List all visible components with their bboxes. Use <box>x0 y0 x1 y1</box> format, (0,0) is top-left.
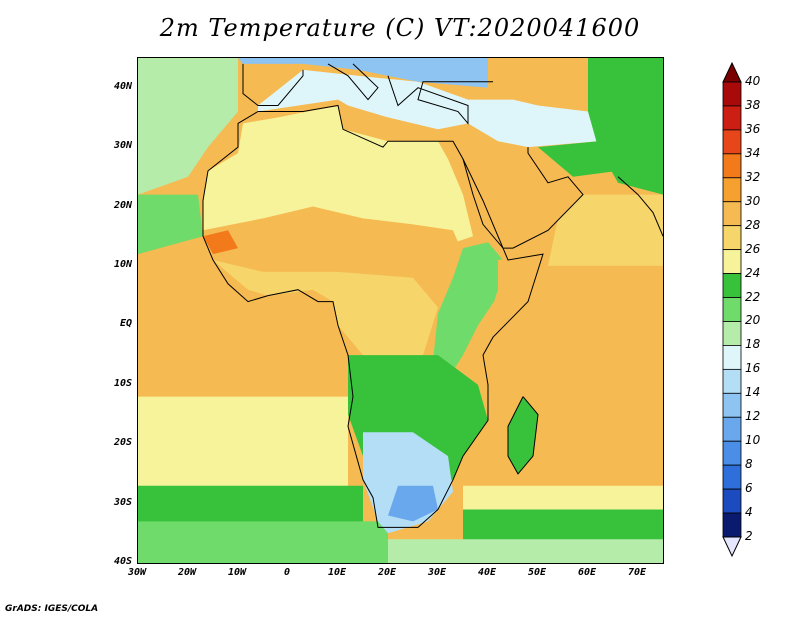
region-south-atlantic-cool3 <box>138 521 388 563</box>
lon-tick-label: 30W <box>127 567 147 578</box>
colorbar-level-label: 4 <box>745 505 753 520</box>
lat-tick-label: 20S <box>113 437 132 449</box>
region-north-atlantic-cool <box>138 58 238 195</box>
colorbar-box <box>722 512 742 538</box>
colorbar-level-label: 2 <box>745 529 753 543</box>
lon-tick-label: 10W <box>227 567 247 578</box>
colorbar-box <box>722 177 742 203</box>
colorbar-level-label: 34 <box>745 145 761 160</box>
lat-tick-label: 10S <box>113 377 132 389</box>
region-west-africa-coast <box>213 260 438 356</box>
chart-title: 2m Temperature (C) VT:2020041600 <box>159 14 641 42</box>
lon-tick-label: 0 <box>283 567 291 578</box>
colorbar-box <box>722 153 742 179</box>
lat-tick-label: EQ <box>119 318 132 330</box>
colorbar-box <box>722 488 742 514</box>
colorbar-box <box>722 392 742 418</box>
coastline-madagascar-coast <box>507 396 539 475</box>
colorbar-box <box>722 129 742 155</box>
region-east-highlands <box>433 242 503 379</box>
coastline-greece-turkey-coast <box>387 75 493 125</box>
coastline-africa-coast <box>202 104 544 528</box>
lon-tick-label: 10E <box>327 567 347 578</box>
lon-tick-label: 60E <box>577 567 597 578</box>
colorbar-level-label: 36 <box>745 121 761 136</box>
colorbar-top-cap <box>722 62 742 83</box>
region-indian-south-cool3 <box>388 539 663 563</box>
lat-tick-label: 40S <box>113 556 132 567</box>
region-mediterranean <box>258 69 468 130</box>
region-middle-east-cool <box>468 99 598 148</box>
colorbar-box <box>722 249 742 274</box>
colorbar-level-label: 30 <box>745 193 761 208</box>
lon-tick-label: 20W <box>177 567 197 578</box>
coastline-arabia-coast <box>462 147 584 249</box>
colorbar-level-label: 24 <box>745 265 761 280</box>
lon-tick-label: 20E <box>377 567 397 578</box>
region-arabian-sea <box>548 194 663 266</box>
colorbar-level-label: 14 <box>745 385 761 400</box>
region-senegal-hot <box>203 230 238 255</box>
colorbar-level-label: 18 <box>745 337 761 352</box>
colorbar-box <box>722 368 742 394</box>
colorbar-box <box>722 201 742 227</box>
colorbar-level-label: 40 <box>745 74 761 88</box>
region-arabia <box>463 141 583 249</box>
region-south-asia <box>588 58 663 195</box>
region-europe-land <box>238 58 488 88</box>
colorbar-box <box>722 440 742 466</box>
colorbar-level-label: 10 <box>745 433 761 448</box>
colorbar-box <box>722 345 742 370</box>
colorbar-box <box>722 297 742 322</box>
colorbar-box <box>722 464 742 490</box>
lon-tick-label: 70E <box>627 567 647 578</box>
lat-tick-label: 30S <box>113 496 132 508</box>
region-iran-hot <box>538 141 618 177</box>
coastline-italy-coast <box>327 63 379 101</box>
lat-tick-label: 10N <box>113 258 132 270</box>
colorbar-level-label: 38 <box>745 97 761 112</box>
lon-tick-label: 40E <box>477 567 497 578</box>
colorbar <box>722 62 742 557</box>
colorbar-bottom-cap <box>722 536 742 557</box>
colorbar-box <box>722 81 742 107</box>
colorbar-level-label: 28 <box>745 217 761 232</box>
lat-tick-label: 40N <box>113 80 132 92</box>
colorbar-level-label: 16 <box>745 361 761 376</box>
colorbar-level-label: 32 <box>745 169 761 184</box>
coastline-india-coast <box>617 176 663 237</box>
colorbar-level-label: 6 <box>745 481 753 496</box>
credit-label: GrADS: IGES/COLA <box>5 604 99 614</box>
lon-tick-label: 30E <box>427 567 447 578</box>
colorbar-box <box>722 416 742 442</box>
temperature-map <box>138 58 663 563</box>
lat-tick-label: 30N <box>113 140 132 152</box>
colorbar-level-label: 20 <box>745 313 761 328</box>
colorbar-box <box>722 321 742 346</box>
colorbar-level-label: 26 <box>745 241 761 256</box>
lon-tick-label: 50E <box>527 567 547 578</box>
colorbar-box <box>722 273 742 298</box>
map-frame <box>137 57 664 564</box>
region-south-africa-cold <box>388 485 438 522</box>
region-north-atlantic-mid <box>138 194 203 255</box>
region-horn <box>488 254 543 338</box>
region-sahel <box>203 206 463 284</box>
colorbar-level-label: 8 <box>745 457 753 472</box>
lat-tick-label: 20N <box>113 199 132 211</box>
colorbar-box <box>722 225 742 251</box>
region-madagascar <box>508 396 538 474</box>
coastline-iberia-coast <box>242 63 304 106</box>
colorbar-level-label: 22 <box>745 289 761 304</box>
region-north-africa-desert <box>203 105 473 249</box>
colorbar-level-label: 12 <box>745 409 761 424</box>
colorbar-box <box>722 105 742 131</box>
